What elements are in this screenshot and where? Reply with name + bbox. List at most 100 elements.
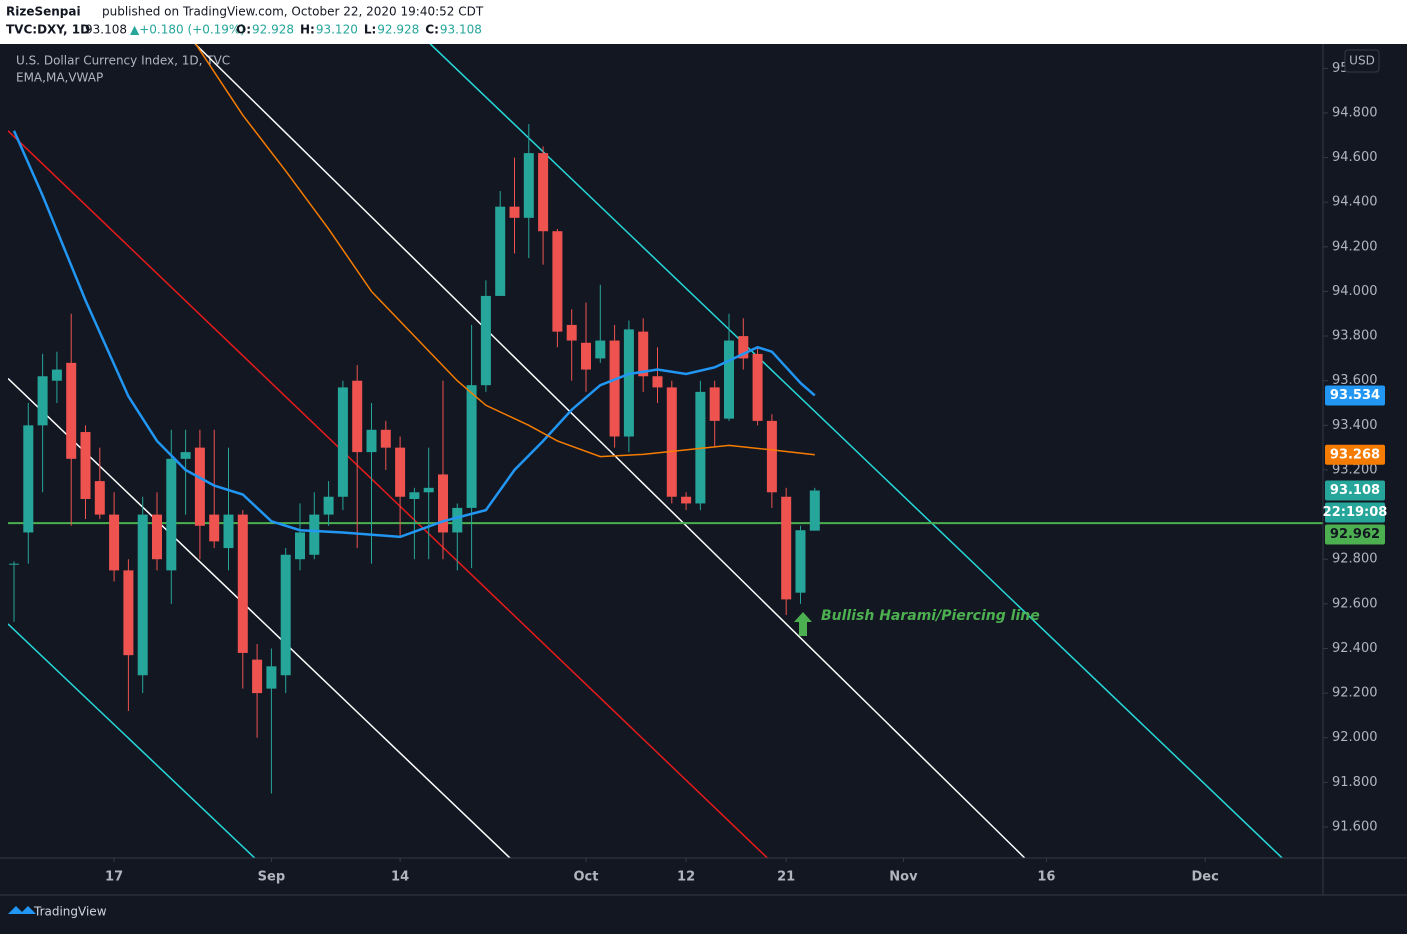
y-tick-label: 92.600 bbox=[1332, 596, 1378, 611]
candle-body bbox=[723, 340, 734, 419]
symbol: TVC:DXY, 1D bbox=[6, 23, 90, 37]
candle-body bbox=[266, 666, 277, 689]
price-label-bg bbox=[1325, 444, 1385, 465]
candle-body bbox=[538, 153, 549, 232]
candle-body bbox=[638, 331, 649, 377]
y-tick-label: 94.400 bbox=[1332, 195, 1378, 210]
candle-body bbox=[194, 447, 205, 526]
price-label: 93.108 bbox=[1330, 483, 1380, 498]
candle-body bbox=[237, 514, 248, 653]
y-tick-label: 94.000 bbox=[1332, 284, 1378, 299]
candle-body bbox=[309, 514, 320, 555]
price-label-bg bbox=[1325, 480, 1385, 501]
x-tick-label: Nov bbox=[889, 870, 918, 885]
last-price: 93.108 bbox=[85, 23, 127, 37]
ohlc-value: 93.108 bbox=[440, 23, 482, 37]
candle-body bbox=[652, 376, 663, 388]
candle-body bbox=[223, 514, 234, 549]
candle-body bbox=[681, 496, 692, 504]
x-tick-label: 21 bbox=[777, 870, 795, 885]
y-tick-label: 94.800 bbox=[1332, 105, 1378, 120]
candle-body bbox=[137, 514, 148, 676]
candle-body bbox=[552, 231, 563, 332]
candle-body bbox=[80, 432, 91, 499]
candle-body bbox=[766, 420, 777, 493]
candle-body bbox=[252, 659, 263, 694]
annotation-arrow bbox=[794, 612, 812, 636]
ohlc-label: H: bbox=[300, 23, 315, 37]
ohlc-label: O: bbox=[236, 23, 251, 37]
candle-body bbox=[595, 340, 606, 359]
candle-body bbox=[94, 481, 105, 515]
candle-body bbox=[666, 387, 677, 497]
candle-body bbox=[166, 458, 177, 571]
candle-body bbox=[480, 295, 491, 386]
candle-body bbox=[580, 342, 591, 370]
candle-body bbox=[781, 496, 792, 600]
candle-body bbox=[280, 554, 291, 676]
candle-body bbox=[752, 353, 763, 421]
price-label: 22:19:08 bbox=[1323, 505, 1388, 520]
y-tick-label: 93.600 bbox=[1332, 373, 1378, 388]
y-tick-label: 93.800 bbox=[1332, 329, 1378, 344]
candle-body bbox=[37, 376, 48, 426]
candle-body bbox=[9, 563, 20, 565]
indicator-line bbox=[194, 44, 815, 458]
candle-body bbox=[809, 490, 820, 531]
price-label-bg bbox=[1325, 524, 1385, 545]
candle-body bbox=[294, 532, 305, 560]
y-tick-label: 94.200 bbox=[1332, 239, 1378, 254]
price-label: 92.962 bbox=[1330, 527, 1380, 542]
trendline bbox=[8, 130, 769, 858]
candle-body bbox=[209, 514, 220, 542]
y-tick-label: 94.600 bbox=[1332, 150, 1378, 165]
candle-body bbox=[423, 487, 434, 493]
candle-body bbox=[509, 206, 520, 218]
ohlc-value: 92.928 bbox=[377, 23, 419, 37]
change: ▲+0.180 (+0.19%) bbox=[130, 23, 245, 37]
candle-body bbox=[66, 362, 77, 459]
candle-body bbox=[709, 387, 720, 421]
candle-body bbox=[23, 425, 34, 533]
candle-body bbox=[337, 387, 348, 497]
indicator-line bbox=[12, 130, 816, 539]
candle-body bbox=[352, 380, 363, 453]
trendline bbox=[194, 44, 1026, 858]
y-tick-label: 93.400 bbox=[1332, 418, 1378, 433]
candle-body bbox=[566, 324, 577, 341]
ohlc-value: 92.928 bbox=[252, 23, 294, 37]
candle-body bbox=[152, 514, 163, 560]
candle-body bbox=[323, 496, 334, 515]
price-label: 93.534 bbox=[1330, 388, 1380, 403]
candle-body bbox=[452, 507, 463, 533]
candle-body bbox=[123, 570, 134, 656]
currency: USD bbox=[1349, 54, 1375, 68]
author: RizeSenpai bbox=[6, 5, 81, 19]
candle-body bbox=[395, 447, 406, 497]
candle-body bbox=[109, 514, 120, 571]
candle-body bbox=[609, 340, 620, 437]
x-tick-label: 12 bbox=[677, 870, 695, 885]
candle-body bbox=[466, 385, 477, 508]
chart-title: U.S. Dollar Currency Index, 1D, TVC bbox=[16, 54, 230, 68]
x-tick-label: 17 bbox=[105, 870, 123, 885]
footer: TradingView bbox=[33, 905, 107, 919]
logo bbox=[8, 906, 36, 914]
currency-box bbox=[1344, 49, 1380, 73]
ohlc-label: C: bbox=[425, 23, 439, 37]
y-tick-label: 92.800 bbox=[1332, 552, 1378, 567]
y-tick-label: 91.800 bbox=[1332, 775, 1378, 790]
candle-body bbox=[366, 429, 377, 453]
candle-body bbox=[409, 492, 420, 499]
candle-body bbox=[738, 336, 749, 359]
y-tick-label: 92.000 bbox=[1332, 730, 1378, 745]
candle-body bbox=[437, 474, 448, 533]
header-bg bbox=[0, 0, 1407, 44]
candle-body bbox=[523, 153, 534, 218]
trendline bbox=[8, 377, 511, 858]
candle-body bbox=[623, 329, 634, 437]
trendline bbox=[8, 623, 256, 858]
ohlc-value: 93.120 bbox=[316, 23, 358, 37]
